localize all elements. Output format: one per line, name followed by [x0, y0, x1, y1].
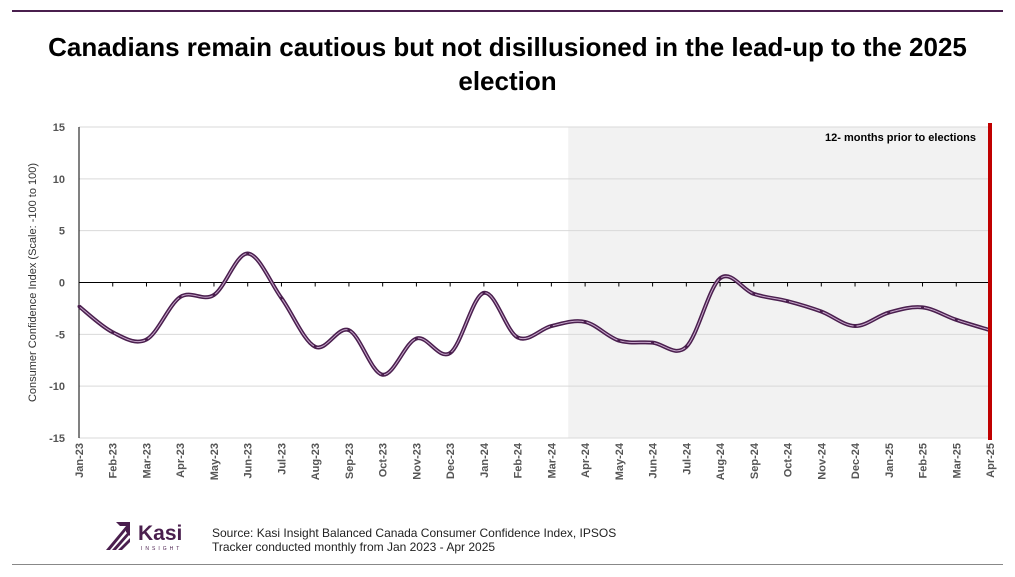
y-axis-label: Consumer Confidence Index (Scale: -100 t… [27, 163, 39, 402]
x-tick-label: Oct-23 [378, 443, 390, 477]
y-tick-label: -10 [49, 381, 65, 393]
bottom-rule [12, 564, 1003, 565]
x-tick-label: Oct-24 [783, 442, 795, 477]
x-tick-label: Apr-23 [175, 443, 187, 478]
logo-mark-icon [106, 522, 130, 550]
data-point-Apr-23 [178, 295, 182, 299]
source-line: Source: Kasi Insight Balanced Canada Con… [212, 526, 617, 540]
election-marker [988, 123, 992, 440]
x-tick-label: Dec-24 [850, 442, 862, 479]
x-tick-label: Aug-24 [715, 442, 727, 480]
source-note: Source: Kasi Insight Balanced Canada Con… [212, 526, 616, 554]
x-tick-label: Feb-23 [108, 443, 120, 478]
data-point-Feb-23 [111, 330, 115, 334]
x-tick-label: Mar-24 [546, 442, 558, 478]
x-tick-label: Apr-25 [985, 443, 997, 478]
data-point-Mar-23 [144, 338, 148, 342]
y-tick-label: -5 [55, 329, 65, 341]
top-rule [12, 10, 1003, 12]
data-point-Jul-23 [279, 296, 283, 300]
x-tick-label: Jan-25 [884, 443, 896, 478]
y-tick-label: 0 [59, 278, 65, 290]
y-tick-label: 10 [53, 174, 65, 186]
data-point-Aug-24 [718, 276, 722, 280]
data-point-Dec-23 [448, 351, 452, 355]
data-point-Jul-24 [684, 345, 688, 349]
x-tick-label: Nov-23 [411, 443, 423, 480]
data-point-Jun-23 [246, 251, 250, 255]
tracker-line: Tracker conducted monthly from Jan 2023 … [212, 540, 496, 554]
logo-name: Kasi [138, 522, 182, 545]
kasi-logo: Kasi INSIGHT [104, 520, 204, 559]
x-tick-label: Sep-23 [344, 443, 356, 479]
x-tick-label: Nov-24 [816, 442, 828, 480]
data-point-Oct-23 [381, 373, 385, 377]
data-point-Apr-24 [583, 320, 587, 324]
series-line-highlight [78, 252, 991, 376]
x-tick-label: Jan-24 [479, 442, 491, 478]
y-tick-label: 5 [59, 226, 65, 238]
shaded-region-label: 12- months prior to elections [825, 132, 976, 144]
x-tick-label: Feb-25 [918, 443, 930, 478]
data-point-Jun-24 [651, 341, 655, 345]
x-tick-label: Jul-23 [276, 443, 288, 475]
data-point-Nov-24 [819, 310, 823, 314]
data-point-Jan-25 [887, 311, 891, 315]
data-point-Feb-25 [921, 305, 925, 309]
x-tick-label: Jul-24 [681, 442, 693, 475]
data-point-Mar-25 [954, 318, 958, 322]
x-tick-label: May-24 [614, 442, 626, 480]
x-tick-label: Jan-23 [74, 443, 86, 478]
data-point-May-23 [212, 293, 216, 297]
y-tick-label: 15 [53, 122, 65, 134]
data-point-Nov-23 [414, 336, 418, 340]
data-point-Mar-24 [549, 324, 553, 328]
data-point-Oct-24 [786, 299, 790, 303]
logo-sub: INSIGHT [141, 546, 182, 552]
data-point-Sep-24 [752, 292, 756, 296]
page-title: Canadians remain cautious but not disill… [48, 32, 967, 96]
y-tick-label: -15 [49, 433, 65, 445]
x-tick-label: Sep-24 [749, 442, 761, 479]
data-point-Feb-24 [516, 335, 520, 339]
x-tick-label: Feb-24 [513, 442, 525, 478]
data-point-Sep-23 [347, 328, 351, 332]
data-point-Jan-23 [77, 304, 81, 308]
x-tick-label: Mar-25 [951, 443, 963, 478]
data-point-Jan-24 [482, 291, 486, 295]
x-tick-label: Mar-23 [141, 443, 153, 478]
x-tick-label: Aug-23 [310, 443, 322, 480]
x-tick-label: Apr-24 [580, 442, 592, 478]
x-tick-label: May-23 [209, 443, 221, 480]
x-tick-label: Dec-23 [445, 443, 457, 479]
data-point-Aug-23 [313, 345, 317, 349]
x-tick-label: Jun-24 [648, 442, 660, 478]
data-point-Dec-24 [853, 324, 857, 328]
x-tick-label: Jun-23 [243, 443, 255, 478]
data-point-May-24 [617, 339, 621, 343]
